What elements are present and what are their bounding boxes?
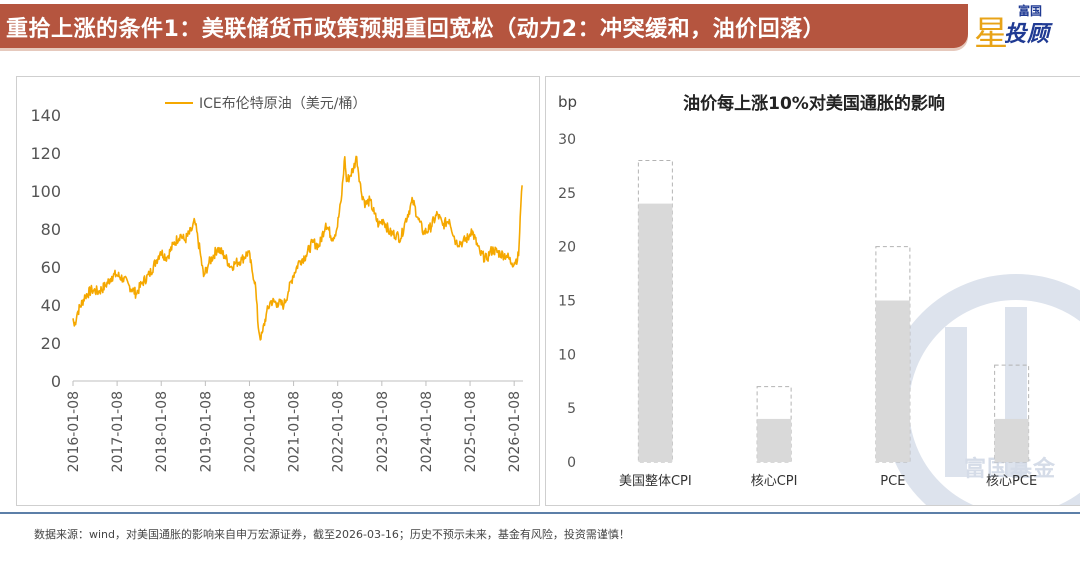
brand-small-text: 富国 bbox=[1018, 4, 1043, 18]
base-impact-bar bbox=[994, 418, 1029, 462]
category-label: PCE bbox=[880, 474, 905, 489]
y-tick-label: 0 bbox=[567, 455, 576, 471]
x-tick-label: 2017-01-08 bbox=[110, 391, 126, 472]
brand-main-text: 投顾 bbox=[1004, 22, 1051, 47]
y-tick-label: 5 bbox=[567, 401, 576, 417]
x-tick-label: 2016-01-08 bbox=[66, 391, 82, 472]
x-tick-label: 2026-01-08 bbox=[507, 391, 523, 472]
chart-title: 油价每上涨10%对美国通胀的影响 bbox=[683, 93, 945, 114]
x-tick-label: 2020-01-08 bbox=[242, 391, 258, 472]
x-tick-label: 2022-01-08 bbox=[331, 391, 347, 472]
y-tick-label: 0 bbox=[51, 372, 61, 391]
legend-label: ICE布伦特原油（美元/桶） bbox=[199, 96, 366, 112]
y-axis-unit-label: bp bbox=[558, 93, 577, 111]
y-tick-label: 25 bbox=[558, 186, 576, 202]
y-tick-label: 10 bbox=[558, 347, 576, 363]
y-tick-label: 80 bbox=[41, 220, 61, 239]
x-tick-label: 2023-01-08 bbox=[375, 391, 391, 472]
category-label: 美国整体CPI bbox=[619, 474, 692, 489]
inflation-impact-chart-panel: 富国基金 bp 油价每上涨10%对美国通胀的影响 0 5 10 15 20 25 30 美国整体C… bbox=[545, 76, 1080, 506]
inflation-impact-bar-chart: bp 油价每上涨10%对美国通胀的影响 0 5 10 15 20 25 30 美国整体CPI 核心C… bbox=[558, 93, 1037, 489]
base-impact-bar bbox=[638, 203, 673, 462]
x-tick-label: 2019-01-08 bbox=[198, 391, 214, 472]
brand-star-icon: 星 bbox=[974, 14, 1008, 54]
category-label: 核心PCE bbox=[986, 474, 1037, 489]
y-tick-label: 140 bbox=[30, 106, 61, 125]
page-title: 重拾上涨的条件1：美联储货币政策预期重回宽松（动力2：冲突缓和，油价回落） bbox=[6, 17, 826, 42]
category-label: 核心CPI bbox=[751, 474, 798, 489]
footer-divider bbox=[0, 512, 1080, 514]
x-tick-label: 2025-01-08 bbox=[463, 391, 479, 472]
x-tick-label: 2021-01-08 bbox=[287, 391, 303, 472]
title-banner: 重拾上涨的条件1：美联储货币政策预期重回宽松（动力2：冲突缓和，油价回落） bbox=[0, 4, 968, 48]
x-tick-label: 2024-01-08 bbox=[419, 391, 435, 472]
y-tick-label: 30 bbox=[558, 132, 576, 148]
y-tick-label: 20 bbox=[558, 240, 576, 256]
y-tick-label: 20 bbox=[41, 334, 61, 353]
y-tick-label: 120 bbox=[30, 144, 61, 163]
base-impact-bar bbox=[757, 418, 792, 462]
y-tick-label: 100 bbox=[30, 182, 61, 201]
y-tick-label: 40 bbox=[41, 296, 61, 315]
brent-oil-chart-panel: ICE布伦特原油（美元/桶） 0 20 40 60 80 100 120 140 2016-01-… bbox=[16, 76, 540, 506]
y-tick-label: 15 bbox=[558, 294, 576, 310]
brent-price-series-line bbox=[72, 155, 523, 341]
brent-oil-line-chart: ICE布伦特原油（美元/桶） 0 20 40 60 80 100 120 140 2016-01-… bbox=[30, 96, 523, 472]
base-impact-bar bbox=[875, 300, 910, 462]
y-tick-label: 60 bbox=[41, 258, 61, 277]
x-tick-label: 2018-01-08 bbox=[154, 391, 170, 472]
source-footnote: 数据来源：wind，对美国通胀的影响来自申万宏源证券，截至2026-03-16；… bbox=[34, 528, 630, 541]
brand-logo: 星 富国 投顾 bbox=[968, 0, 1080, 54]
